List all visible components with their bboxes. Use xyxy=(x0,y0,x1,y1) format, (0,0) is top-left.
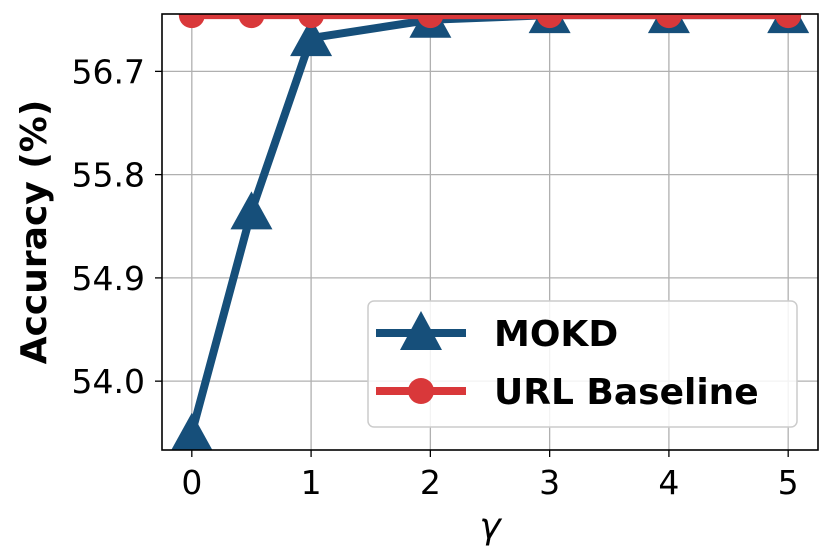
mokd-point xyxy=(290,18,333,57)
x-tick-label: 1 xyxy=(301,463,322,502)
x-tick-label: 5 xyxy=(778,463,799,502)
ticks xyxy=(155,70,789,457)
url-baseline-point xyxy=(536,14,563,29)
url-baseline-point xyxy=(238,14,265,29)
legend-label-url-baseline: URL Baseline xyxy=(494,372,759,413)
url-baseline-point xyxy=(655,14,682,29)
url-baseline-point xyxy=(775,14,802,29)
url-baseline-point xyxy=(178,14,205,29)
y-tick-label: 54.0 xyxy=(72,362,145,401)
x-tick-label: 2 xyxy=(420,463,441,502)
series-layer xyxy=(171,14,810,450)
y-tick-label: 56.7 xyxy=(72,52,145,91)
x-tick-label: 4 xyxy=(658,463,679,502)
url-baseline-point xyxy=(417,14,444,29)
url-baseline-point xyxy=(298,14,325,29)
legend-item-url-baseline: URL Baseline xyxy=(376,372,759,413)
mokd-point xyxy=(230,191,273,230)
legend-label-mokd: MOKD xyxy=(494,314,618,355)
legend-box xyxy=(367,300,798,428)
mokd-point xyxy=(171,412,213,450)
legend-swatch-url-baseline-marker xyxy=(408,378,434,404)
y-tick-labels: 54.0 54.9 55.8 56.7 xyxy=(72,52,145,401)
legend-item-mokd: MOKD xyxy=(376,311,618,355)
y-axis-label: Accuracy (%) xyxy=(14,100,55,365)
legend: MOKD URL Baseline xyxy=(367,300,798,428)
plot-frame xyxy=(161,13,819,451)
x-tick-label: 0 xyxy=(181,463,202,502)
x-axis-label: γ xyxy=(479,506,502,547)
y-tick-label: 55.8 xyxy=(72,156,145,195)
x-tick-labels: 0 1 2 3 4 5 xyxy=(181,463,798,502)
legend-swatch-mokd-marker xyxy=(400,311,442,350)
x-tick-label: 3 xyxy=(539,463,560,502)
series-url-baseline xyxy=(178,14,802,29)
y-tick-label: 54.9 xyxy=(72,259,145,298)
